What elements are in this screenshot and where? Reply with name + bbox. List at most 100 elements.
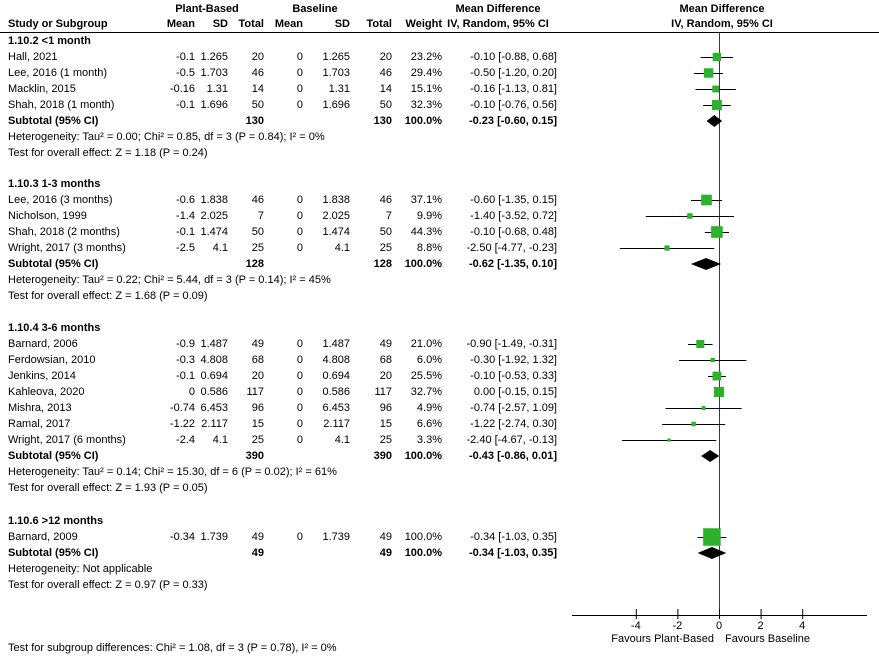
baseline-total: 20 <box>379 51 392 63</box>
effect-square <box>664 245 670 251</box>
plant-total-column-header: Total <box>238 18 264 30</box>
subtotal-label: Subtotal (95% CI) <box>8 450 99 462</box>
study-name: Shah, 2018 (2 months) <box>8 226 120 238</box>
baseline-sd: 1.703 <box>322 67 350 79</box>
baseline-mean: 0 <box>296 338 303 350</box>
plant-mean: -0.1 <box>176 226 195 238</box>
plant-mean: -0.1 <box>176 51 195 63</box>
subtotal-weight: 100.0% <box>404 450 442 462</box>
plant-sd: 4.1 <box>212 242 228 254</box>
plant-total: 20 <box>251 370 264 382</box>
baseline-total: 50 <box>379 226 392 238</box>
study-weight: 6.0% <box>416 354 442 366</box>
baseline-sd: 1.739 <box>322 531 350 543</box>
study-ci-text: -0.10 [-0.76, 0.56] <box>470 99 557 111</box>
plant-mean: -0.34 <box>169 531 195 543</box>
baseline-mean: 0 <box>296 242 303 254</box>
baseline-sd: 1.838 <box>322 194 350 206</box>
study-name: Shah, 2018 (1 month) <box>8 99 115 111</box>
study-name: Macklin, 2015 <box>8 83 76 95</box>
study-ci-text: -0.50 [-1.20, 0.20] <box>470 67 557 79</box>
baseline-total: 25 <box>379 242 392 254</box>
baseline-mean: 0 <box>296 402 303 414</box>
overall-effect-text: Test for overall effect: Z = 0.97 (P = 0… <box>8 579 208 591</box>
subtotal-total-baseline: 390 <box>373 450 392 462</box>
baseline-mean: 0 <box>296 67 303 79</box>
plant-sd: 1.474 <box>200 226 228 238</box>
subtotal-label: Subtotal (95% CI) <box>8 258 99 270</box>
subtotal-diamond <box>690 258 722 270</box>
subtotal-total-baseline: 128 <box>373 258 392 270</box>
plant-total: 7 <box>257 210 264 222</box>
baseline-mean: 0 <box>296 194 303 206</box>
baseline-mean: 0 <box>296 83 303 95</box>
baseline-mean: 0 <box>296 434 303 446</box>
plant-mean: -0.9 <box>176 338 195 350</box>
plant-total: 50 <box>251 226 264 238</box>
heterogeneity-text: Heterogeneity: Not applicable <box>8 563 153 575</box>
study-weight: 9.9% <box>416 210 442 222</box>
study-weight: 6.6% <box>416 418 442 430</box>
baseline-mean: 0 <box>296 418 303 430</box>
baseline-sd: 6.453 <box>322 402 350 414</box>
study-ci-text: -1.40 [-3.52, 0.72] <box>470 210 557 222</box>
subtotal-weight: 100.0% <box>404 258 442 270</box>
effect-square <box>712 85 720 93</box>
effect-square <box>687 213 693 219</box>
plant-sd: 1.838 <box>200 194 228 206</box>
plant-mean: -0.3 <box>176 354 195 366</box>
plant-mean: -0.5 <box>176 67 195 79</box>
tick-label: -2 <box>672 620 683 632</box>
plant-total: 46 <box>251 194 264 206</box>
baseline-total: 20 <box>379 370 392 382</box>
baseline-total: 117 <box>374 386 392 398</box>
plant-sd: 0.586 <box>200 386 228 398</box>
subtotal-ci-text: -0.43 [-0.86, 0.01] <box>468 450 557 462</box>
baseline-total: 46 <box>379 67 392 79</box>
study-name: Jenkins, 2014 <box>8 370 76 382</box>
baseline-sd: 4.1 <box>334 242 350 254</box>
plant-sd: 1.696 <box>200 99 228 111</box>
study-name: Wright, 2017 (6 months) <box>8 434 126 446</box>
baseline-mean: 0 <box>296 210 303 222</box>
baseline-sd: 1.474 <box>322 226 350 238</box>
subtotal-diamond <box>697 547 727 559</box>
weight-column-header: Weight <box>405 18 442 30</box>
baseline-mean: 0 <box>296 51 303 63</box>
baseline-mean: 0 <box>296 386 303 398</box>
baseline-mean-column-header: Mean <box>274 18 303 30</box>
baseline-total: 96 <box>379 402 392 414</box>
plant-sd: 1.739 <box>200 531 228 543</box>
heterogeneity-text: Heterogeneity: Tau² = 0.00; Chi² = 0.85,… <box>8 131 325 143</box>
group-title: 1.10.2 <1 month <box>8 35 91 47</box>
subtotal-total-plant: 130 <box>245 115 264 127</box>
effect-square <box>712 371 722 381</box>
baseline-mean: 0 <box>296 370 303 382</box>
study-weight: 44.3% <box>410 226 442 238</box>
study-weight: 21.0% <box>410 338 442 350</box>
effect-square <box>713 386 725 398</box>
plant-mean: -2.5 <box>176 242 195 254</box>
subgroup-differences-text: Test for subgroup differences: Chi² = 1.… <box>8 642 337 654</box>
plant-sd: 2.025 <box>200 210 228 222</box>
plant-sd: 4.808 <box>200 354 228 366</box>
study-weight: 100.0% <box>404 531 442 543</box>
study-weight: 3.3% <box>416 434 442 446</box>
plant-total: 49 <box>251 531 264 543</box>
plant-sd: 1.703 <box>200 67 228 79</box>
plant-mean: -0.1 <box>176 370 195 382</box>
study-weight: 25.5% <box>410 370 442 382</box>
study-ci-text: -0.60 [-1.35, 0.15] <box>470 194 557 206</box>
plant-sd-column-header: SD <box>212 18 228 30</box>
plant-sd: 1.487 <box>200 338 228 350</box>
study-ci-text: -2.40 [-4.67, -0.13] <box>466 434 558 446</box>
baseline-total: 25 <box>379 434 392 446</box>
plant-total: 14 <box>251 83 264 95</box>
study-ci-text: -0.10 [-0.53, 0.33] <box>470 370 557 382</box>
baseline-total: 68 <box>379 354 392 366</box>
plant-total: 15 <box>251 418 264 430</box>
subtotal-diamond <box>706 115 723 127</box>
effect-square <box>696 339 705 349</box>
plant-sd: 0.694 <box>200 370 228 382</box>
